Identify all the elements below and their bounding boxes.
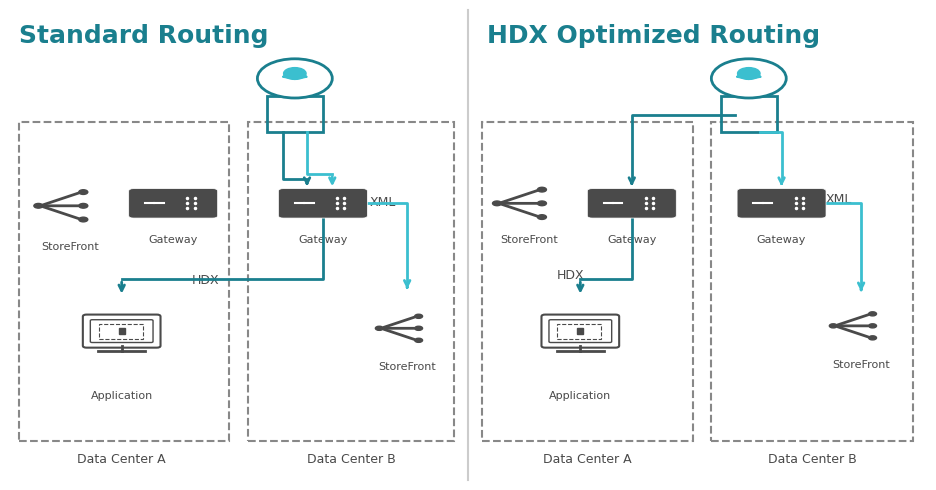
Circle shape [34,203,43,208]
Circle shape [79,217,88,222]
FancyBboxPatch shape [279,189,367,218]
Text: HDX Optimized Routing: HDX Optimized Routing [487,24,820,49]
Circle shape [869,312,876,316]
Text: XML: XML [826,194,852,206]
Circle shape [711,59,786,98]
Wedge shape [737,73,761,79]
Circle shape [375,326,383,330]
Text: Data Center B: Data Center B [307,453,395,466]
FancyBboxPatch shape [99,324,143,339]
Text: HDX: HDX [557,270,585,282]
Circle shape [415,314,422,319]
Circle shape [284,68,306,79]
Circle shape [415,338,422,343]
Circle shape [829,324,837,328]
Text: StoreFront: StoreFront [500,235,558,245]
Text: XML: XML [370,196,396,209]
Text: Standard Routing: Standard Routing [19,24,269,49]
Text: Gateway: Gateway [607,235,656,245]
Circle shape [537,201,547,206]
Text: HDX: HDX [192,274,220,287]
Wedge shape [283,73,307,79]
Text: StoreFront: StoreFront [832,360,890,369]
Circle shape [869,336,876,340]
Circle shape [257,59,332,98]
Circle shape [492,201,502,206]
Circle shape [537,215,547,220]
FancyBboxPatch shape [541,315,620,348]
FancyBboxPatch shape [588,189,676,218]
Text: Data Center A: Data Center A [78,453,166,466]
Circle shape [869,324,876,328]
Text: Gateway: Gateway [757,235,806,245]
Circle shape [537,187,547,192]
Text: Data Center B: Data Center B [768,453,856,466]
FancyBboxPatch shape [558,324,602,339]
FancyBboxPatch shape [129,189,217,218]
Text: StoreFront: StoreFront [41,242,99,252]
Text: StoreFront: StoreFront [378,362,436,372]
Text: Gateway: Gateway [299,235,347,245]
FancyBboxPatch shape [738,189,826,218]
FancyBboxPatch shape [549,320,612,343]
Circle shape [79,203,88,208]
Circle shape [738,68,760,79]
Text: Gateway: Gateway [149,235,197,245]
FancyBboxPatch shape [90,320,154,343]
Circle shape [415,326,422,330]
Text: Application: Application [91,392,153,401]
FancyBboxPatch shape [83,315,161,348]
Text: Application: Application [549,392,611,401]
Circle shape [79,190,88,195]
Text: Data Center A: Data Center A [543,453,631,466]
